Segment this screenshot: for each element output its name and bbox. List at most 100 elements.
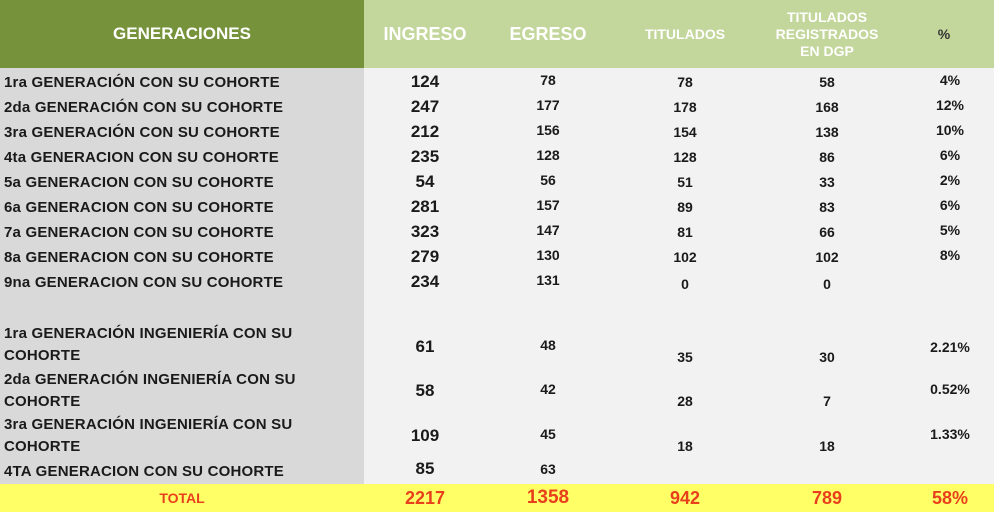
row-egreso: 147 xyxy=(536,222,560,238)
row-egreso: 128 xyxy=(536,147,560,163)
row-registrados: 168 xyxy=(815,99,839,115)
row-ingreso: 85 xyxy=(415,459,435,478)
row-name: 1ra GENERACIÓN INGENIERÍA CON SU COHORTE xyxy=(4,325,293,364)
row-ingreso: 323 xyxy=(410,222,440,241)
header-generaciones: GENERACIONES xyxy=(0,0,364,68)
row-titulados: 89 xyxy=(677,199,693,215)
total-titulados: 942 xyxy=(669,487,701,508)
table-row: 2da GENERACIÓN INGENIERÍA CON SU COHORTE… xyxy=(0,369,994,413)
row-name: 3ra GENERACIÓN CON SU COHORTE xyxy=(4,124,280,141)
table-row: 1ra GENERACIÓN CON SU COHORTE 124 78 78 … xyxy=(0,72,994,94)
total-registrados: 789 xyxy=(811,487,843,508)
row-egreso: 63 xyxy=(540,461,556,477)
row-name: 4TA GENERACION CON SU COHORTE xyxy=(4,463,284,480)
row-percent: 12% xyxy=(935,97,965,113)
row-ingreso: 281 xyxy=(410,197,440,216)
row-name: 7a GENERACION CON SU COHORTE xyxy=(4,224,274,241)
row-percent: 2.21% xyxy=(930,339,970,355)
table-row: 2da GENERACIÓN CON SU COHORTE 247 177 17… xyxy=(0,97,994,119)
row-registrados: 66 xyxy=(819,224,835,240)
row-percent: 6% xyxy=(939,147,961,163)
table-row: 8a GENERACION CON SU COHORTE 279 130 102… xyxy=(0,247,994,269)
table-row: 6a GENERACION CON SU COHORTE 281 157 89 … xyxy=(0,197,994,219)
row-ingreso: 58 xyxy=(415,381,435,400)
row-egreso: 156 xyxy=(536,122,560,138)
table-row: 4TA GENERACION CON SU COHORTE 85 63 xyxy=(0,459,994,483)
row-titulados: 0 xyxy=(681,276,689,292)
row-egreso: 157 xyxy=(536,197,560,213)
row-registrados: 7 xyxy=(823,393,831,409)
row-name: 9na GENERACION CON SU COHORTE xyxy=(4,274,284,291)
row-percent: 2% xyxy=(939,172,961,188)
row-egreso: 56 xyxy=(540,172,556,188)
total-percent: 58% xyxy=(931,487,969,508)
row-percent: 6% xyxy=(939,197,961,213)
row-name: 5a GENERACION CON SU COHORTE xyxy=(4,174,274,191)
row-titulados: 18 xyxy=(677,438,693,454)
row-egreso: 48 xyxy=(540,337,556,353)
row-registrados: 0 xyxy=(823,276,831,292)
table-row: 7a GENERACION CON SU COHORTE 323 147 81 … xyxy=(0,222,994,244)
row-ingreso: 212 xyxy=(410,122,440,141)
row-egreso: 130 xyxy=(536,247,560,263)
values-area-bg xyxy=(364,66,994,486)
total-ingreso: 2217 xyxy=(404,487,446,508)
row-ingreso: 109 xyxy=(410,426,440,445)
row-registrados: 86 xyxy=(819,149,835,165)
row-percent: 0.52% xyxy=(930,381,970,397)
row-registrados: 58 xyxy=(819,74,835,90)
header-egreso: EGRESO xyxy=(486,0,610,68)
row-ingreso: 124 xyxy=(410,72,440,91)
row-titulados: 35 xyxy=(677,349,693,365)
row-percent: 4% xyxy=(939,72,961,88)
row-ingreso: 235 xyxy=(410,147,440,166)
table-header: GENERACIONES INGRESO EGRESO TITULADOS TI… xyxy=(0,0,994,68)
table-row: 3ra GENERACIÓN INGENIERÍA CON SU COHORTE… xyxy=(0,414,994,458)
generations-column-bg xyxy=(0,66,364,486)
row-percent: 1.33% xyxy=(930,426,970,442)
row-egreso: 42 xyxy=(540,381,556,397)
table-row: 3ra GENERACIÓN CON SU COHORTE 212 156 15… xyxy=(0,122,994,144)
table-row: 5a GENERACION CON SU COHORTE 54 56 51 33… xyxy=(0,172,994,194)
row-titulados: 128 xyxy=(673,149,697,165)
row-titulados: 81 xyxy=(677,224,693,240)
table-row: 4ta GENERACION CON SU COHORTE 235 128 12… xyxy=(0,147,994,169)
table-row: 9na GENERACION CON SU COHORTE 234 131 0 … xyxy=(0,272,994,294)
row-registrados: 138 xyxy=(815,124,839,140)
row-name: 1ra GENERACIÓN CON SU COHORTE xyxy=(4,74,280,91)
row-name: 8a GENERACION CON SU COHORTE xyxy=(4,249,274,266)
row-percent: 5% xyxy=(939,222,961,238)
row-titulados: 78 xyxy=(677,74,693,90)
header-percent: % xyxy=(894,0,994,68)
row-registrados: 18 xyxy=(819,438,835,454)
header-ingreso: INGRESO xyxy=(364,0,486,68)
row-titulados: 178 xyxy=(673,99,697,115)
row-titulados: 28 xyxy=(677,393,693,409)
row-name: 2da GENERACIÓN CON SU COHORTE xyxy=(4,99,284,116)
row-ingreso: 234 xyxy=(410,272,440,291)
row-egreso: 45 xyxy=(540,426,556,442)
table-row: 1ra GENERACIÓN INGENIERÍA CON SU COHORTE… xyxy=(0,323,994,367)
row-titulados: 51 xyxy=(677,174,693,190)
row-percent: 10% xyxy=(935,122,965,138)
total-row: TOTAL 2217 1358 942 789 58% xyxy=(0,484,994,512)
row-egreso: 78 xyxy=(540,72,556,88)
row-egreso: 131 xyxy=(536,272,560,288)
row-name: 6a GENERACION CON SU COHORTE xyxy=(4,199,274,216)
row-ingreso: 247 xyxy=(410,97,440,116)
row-name: 4ta GENERACION CON SU COHORTE xyxy=(4,149,279,166)
row-titulados: 102 xyxy=(673,249,697,265)
row-ingreso: 54 xyxy=(415,172,435,191)
total-egreso: 1358 xyxy=(526,487,570,508)
row-titulados: 154 xyxy=(673,124,697,140)
row-percent: 8% xyxy=(939,247,961,263)
total-label: TOTAL xyxy=(159,490,205,506)
row-registrados: 83 xyxy=(819,199,835,215)
row-name: 2da GENERACIÓN INGENIERÍA CON SU COHORTE xyxy=(4,371,296,410)
row-registrados: 33 xyxy=(819,174,835,190)
row-name: 3ra GENERACIÓN INGENIERÍA CON SU COHORTE xyxy=(4,416,293,455)
header-titulados-registrados: TITULADOS REGISTRADOS EN DGP xyxy=(760,0,894,68)
header-titulados: TITULADOS xyxy=(610,0,760,68)
row-egreso: 177 xyxy=(536,97,560,113)
